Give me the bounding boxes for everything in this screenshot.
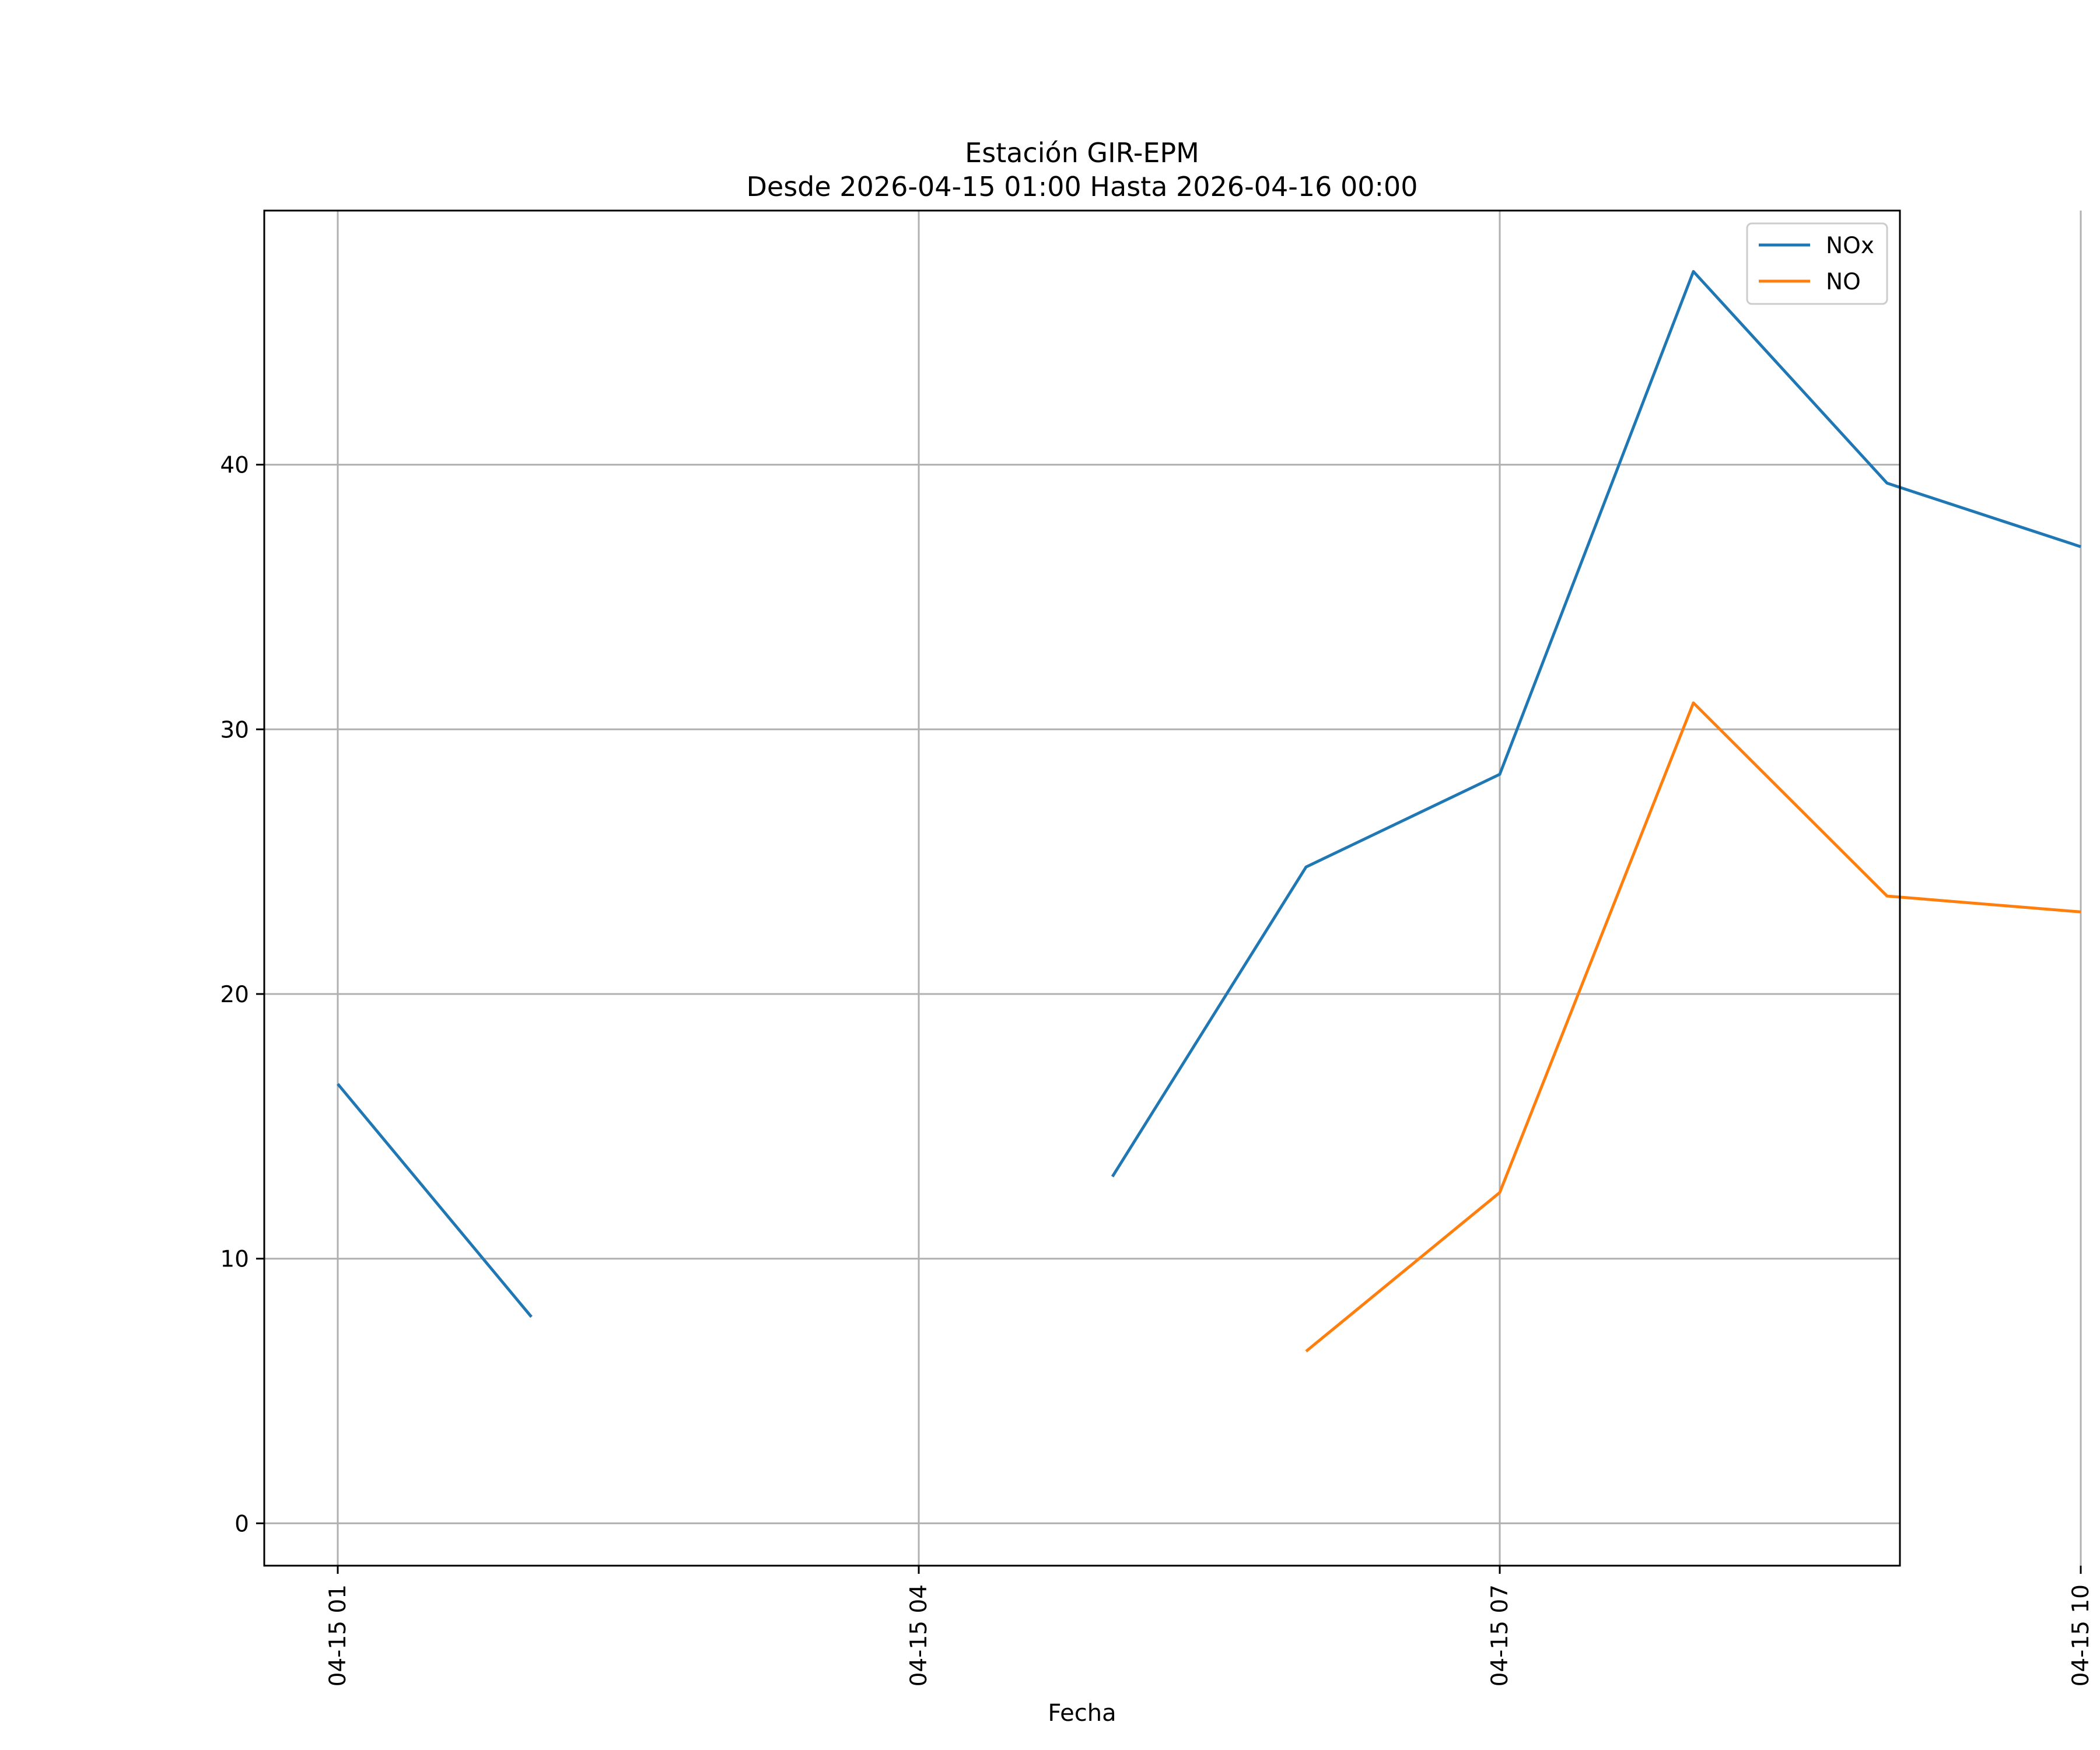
- y-tick-label: 10: [220, 1247, 249, 1273]
- legend-label: NO: [1826, 269, 1861, 295]
- x-tick-label: 04-15 07: [1487, 1584, 1513, 1686]
- x-tick-label: 04-15 01: [325, 1584, 351, 1686]
- y-tick-label: 20: [220, 982, 249, 1008]
- line-segment: [337, 1083, 533, 1318]
- x-axis-label: Fecha: [1048, 1700, 1116, 1727]
- x-tick-label: 04-15 04: [906, 1584, 932, 1686]
- line-segment: [1111, 270, 2081, 1178]
- series-no: [1305, 701, 2081, 1353]
- legend-label: NOx: [1826, 233, 1874, 259]
- grid: [264, 211, 2082, 1566]
- series-lines: [337, 270, 2081, 1353]
- chart-subtitle: Desde 2026-04-15 01:00 Hasta 2026-04-16 …: [746, 171, 1418, 202]
- y-tick-label: 0: [235, 1511, 249, 1537]
- y-tick-label: 30: [220, 717, 249, 743]
- y-axis: 0 10 20 30 40: [220, 453, 264, 1537]
- chart-title: Estación GIR-EPM: [965, 137, 1199, 169]
- legend: NOx NO: [1746, 222, 1888, 305]
- series-nox: [337, 270, 2081, 1318]
- line-segment: [1305, 701, 2081, 1353]
- x-tick-label: 04-15 10: [2068, 1584, 2094, 1686]
- y-tick-label: 40: [220, 453, 249, 479]
- plot-frame: [263, 209, 1901, 1567]
